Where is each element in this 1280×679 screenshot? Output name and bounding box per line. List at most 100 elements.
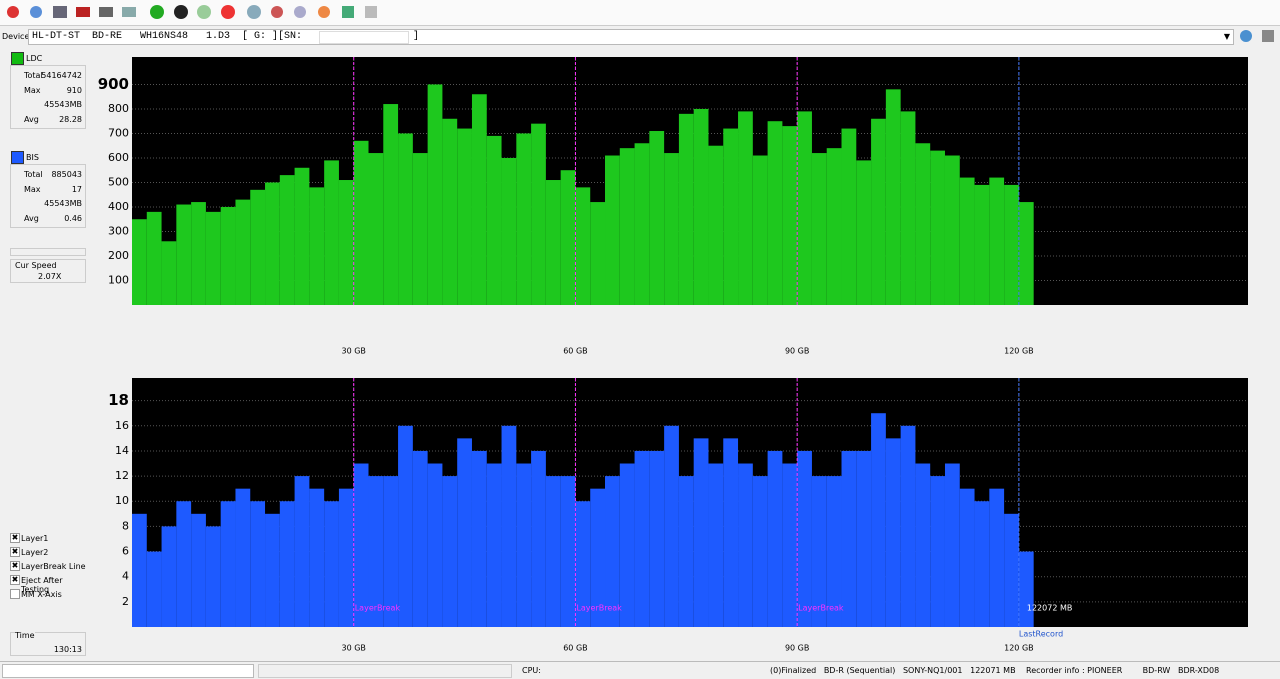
x-tick-label: 60 GB: [563, 644, 587, 653]
bar: [338, 488, 354, 627]
tool-icon[interactable]: [247, 5, 261, 19]
tool-icon[interactable]: [197, 5, 211, 19]
bar: [590, 488, 606, 627]
bar: [501, 157, 517, 305]
bar: [486, 135, 502, 305]
tool-icon[interactable]: [174, 5, 188, 19]
bar: [767, 121, 783, 305]
bar: [885, 89, 901, 305]
cpu-label: CPU:: [522, 666, 541, 675]
bar: [294, 476, 310, 627]
status-bar: CPU: (0)Finalized BD-R (Sequential) SONY…: [0, 661, 1280, 679]
bar: [279, 501, 295, 627]
stat-label: Total: [24, 71, 43, 80]
tool-icon[interactable]: [99, 7, 113, 17]
layer-break-label: LayerBreak: [355, 604, 401, 613]
legend-swatch: [11, 151, 24, 164]
tool-icon[interactable]: [30, 6, 42, 18]
bar: [353, 140, 369, 305]
bar: [915, 463, 931, 627]
checkbox[interactable]: ✖: [10, 575, 20, 585]
bar: [930, 150, 945, 305]
stat-label: Total: [24, 170, 43, 179]
bar: [427, 84, 443, 305]
tool-icon[interactable]: [76, 7, 90, 17]
bar: [708, 463, 724, 627]
bar: [309, 488, 325, 627]
option-label: Eject After Testing: [21, 576, 63, 594]
stat-value: 0.46: [64, 213, 82, 223]
tool-icon[interactable]: [342, 6, 354, 18]
tool-icon[interactable]: [365, 6, 377, 18]
bar: [442, 476, 458, 627]
y-tick-label: 14: [115, 444, 129, 457]
tool-icon[interactable]: [150, 5, 164, 19]
bar: [797, 111, 812, 305]
bar: [708, 145, 724, 305]
tool-icon[interactable]: [221, 5, 235, 19]
checkbox[interactable]: ✖: [10, 561, 20, 571]
checkbox[interactable]: ✖: [10, 547, 20, 557]
bar: [752, 155, 768, 305]
bar: [782, 126, 798, 305]
bar: [516, 463, 532, 627]
device-select[interactable]: HL-DT-ST BD-RE WH16NS48 1.D3 [ G: ][SN: …: [28, 29, 1234, 45]
bar: [856, 160, 872, 305]
x-tick-label: 120 GB: [1004, 644, 1034, 653]
stat-label: Avg: [24, 213, 39, 223]
y-tick-label: 12: [115, 469, 129, 482]
bar: [235, 199, 251, 305]
bar: [752, 476, 768, 627]
bar: [1018, 202, 1034, 305]
refresh-button[interactable]: [1240, 30, 1252, 42]
stat-value: 54164742: [41, 71, 82, 80]
bar: [398, 133, 413, 305]
dropdown-arrow[interactable]: ▼: [1223, 32, 1230, 41]
recorder-info: Recorder info : PIONEER BD-RW BDR-XD08: [1026, 666, 1220, 675]
bar: [767, 450, 783, 627]
y-tick-label: 800: [108, 102, 129, 115]
bar: [191, 202, 206, 305]
bar: [723, 438, 739, 627]
time-box: Time 130:13: [10, 631, 86, 656]
bar: [797, 450, 812, 627]
tool-icon[interactable]: [7, 6, 19, 18]
bar: [486, 463, 502, 627]
save-button[interactable]: [1262, 30, 1274, 42]
bar: [693, 438, 709, 627]
x-tick-label: 60 GB: [563, 347, 587, 356]
x-tick-label: 90 GB: [785, 644, 809, 653]
layer-break-label: LayerBreak: [576, 604, 622, 613]
serial-field: [319, 31, 409, 44]
checkbox[interactable]: [10, 589, 20, 599]
bar: [634, 450, 650, 627]
bar: [856, 450, 872, 627]
y-tick-label: 200: [108, 249, 129, 262]
bar: [871, 118, 886, 305]
bar: [279, 175, 295, 305]
y-tick-label: 2: [122, 595, 129, 608]
bar: [738, 463, 753, 627]
device-bar: Device: HL-DT-ST BD-RE WH16NS48 1.D3 [ G…: [0, 28, 1280, 46]
option-label: MM X-Axis: [21, 590, 62, 599]
bar: [220, 501, 236, 627]
bar: [900, 111, 916, 305]
tool-icon[interactable]: [318, 6, 330, 18]
tool-icon[interactable]: [271, 6, 283, 18]
bar: [324, 501, 339, 627]
bar: [1004, 513, 1019, 627]
tool-icon[interactable]: [53, 6, 67, 18]
y-tick-label: 500: [108, 175, 129, 188]
option-label: LayerBreak Line: [21, 562, 86, 571]
tool-icon[interactable]: [294, 6, 306, 18]
bar: [294, 167, 310, 305]
stat-label: Max: [24, 184, 41, 194]
charts-area: 100 200 300 400 500 600 700 800 900 30 GB 60 GB 90 …: [98, 57, 1248, 653]
checkbox[interactable]: ✖: [10, 533, 20, 543]
tool-icon[interactable]: [122, 7, 136, 17]
bar: [176, 204, 192, 305]
stats-box: Total 54164742 Max 910 45543MB Avg 28.28: [10, 65, 86, 129]
bar: [250, 501, 266, 627]
bar: [146, 551, 162, 627]
